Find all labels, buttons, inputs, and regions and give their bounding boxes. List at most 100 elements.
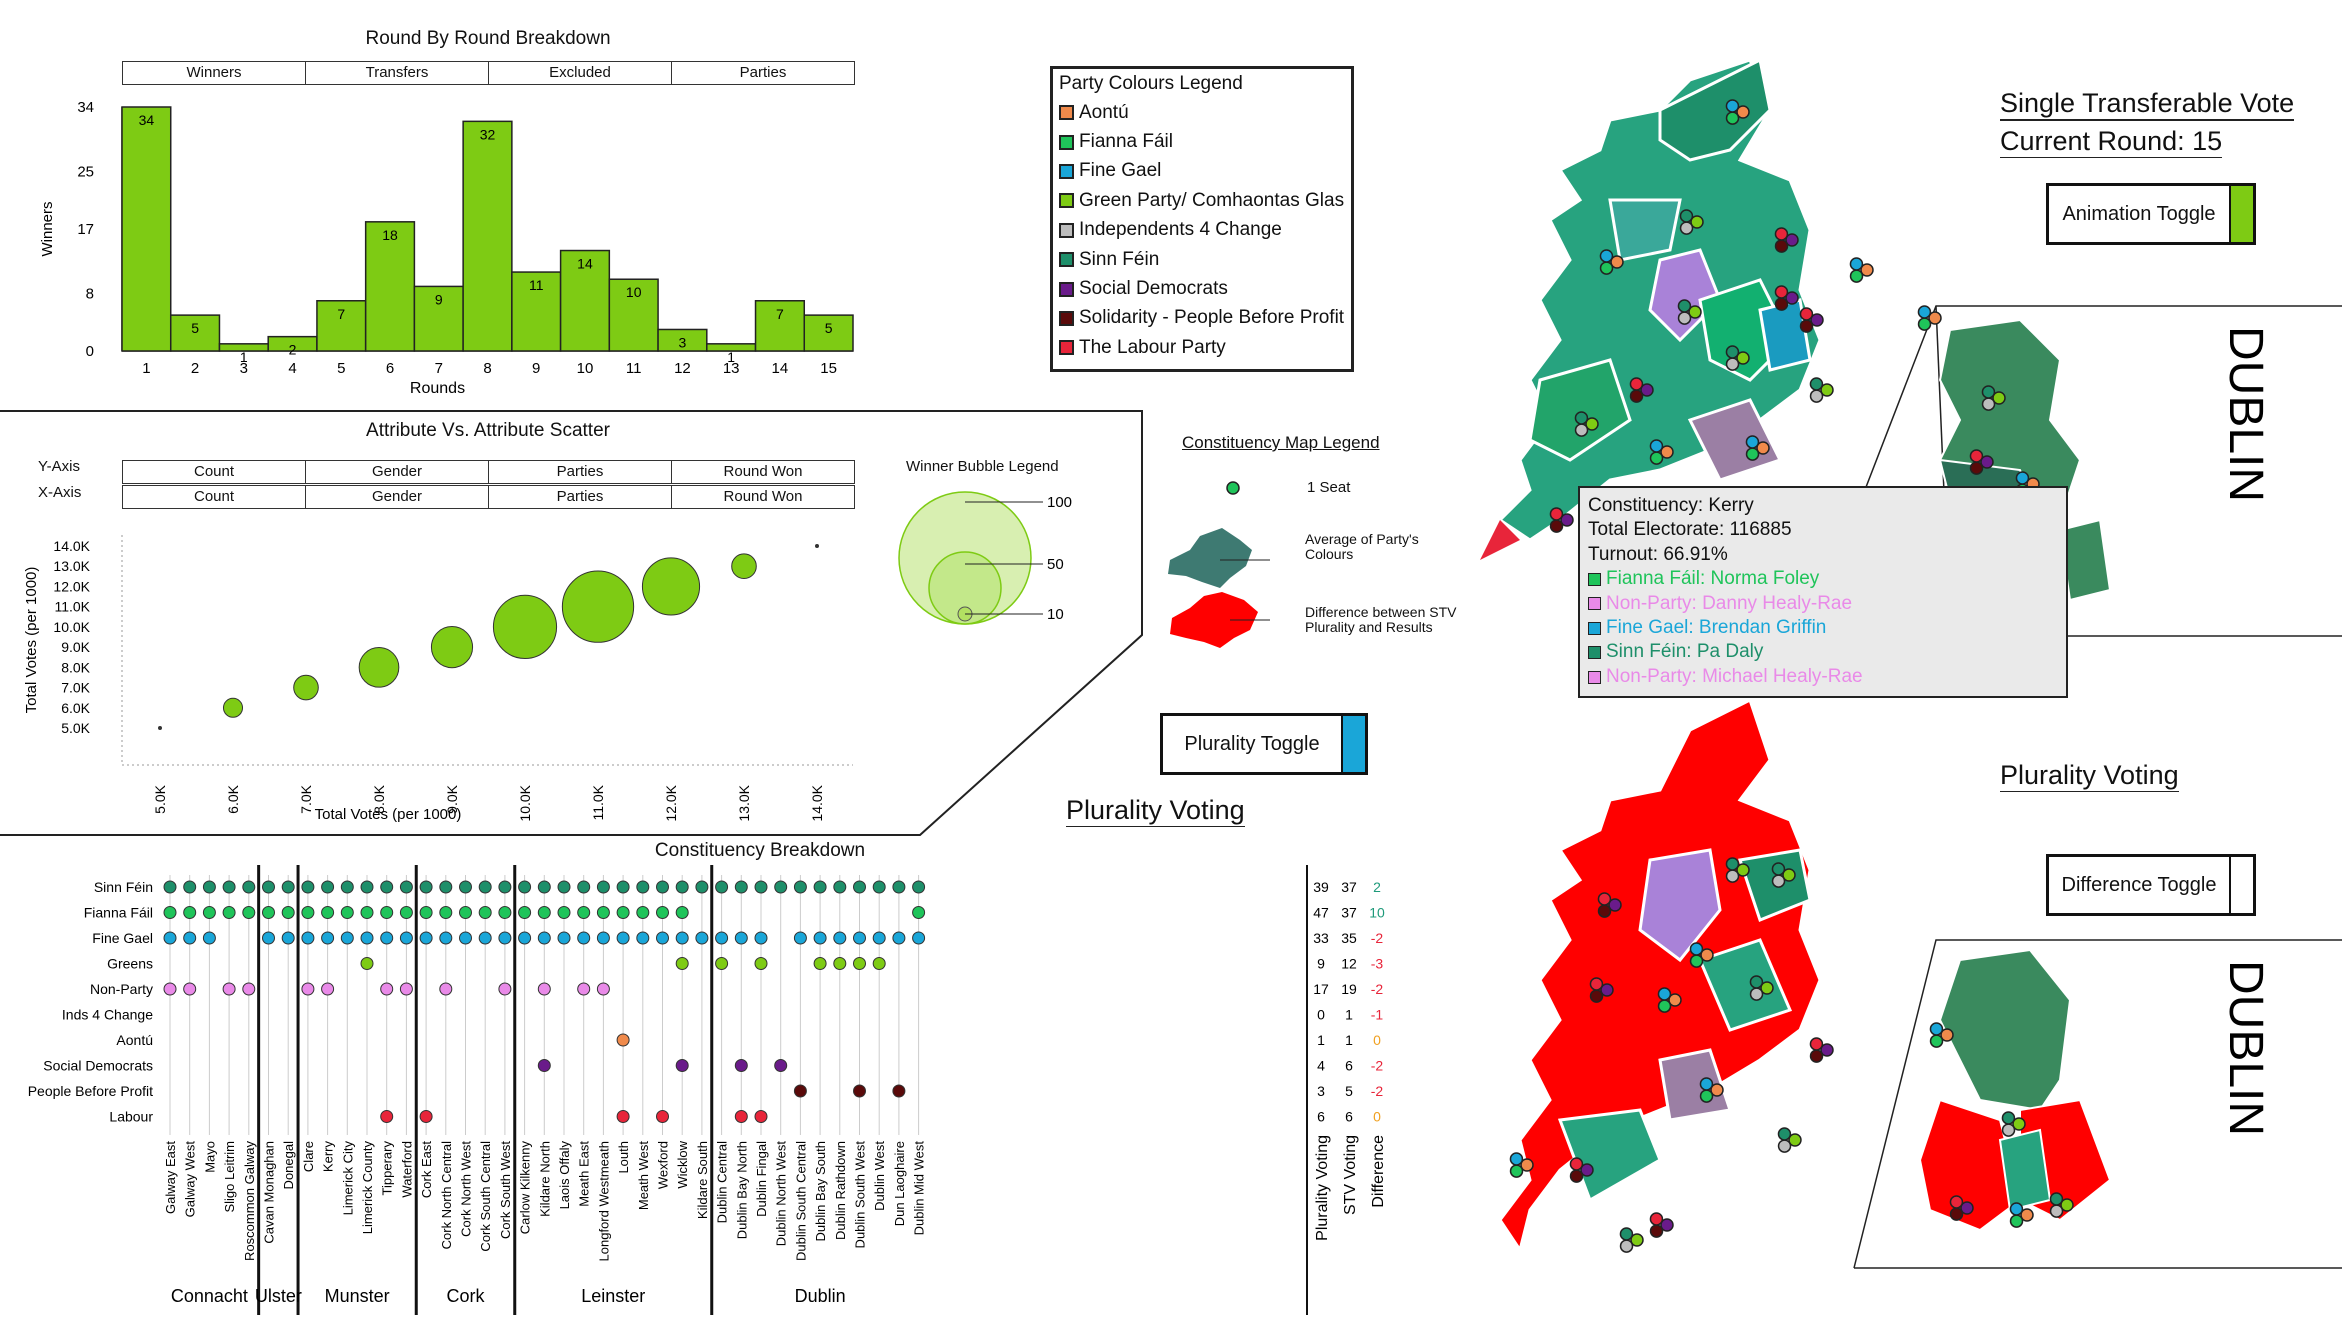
plurality-toggle-indicator (1341, 716, 1365, 772)
scatter-x-tick-label: 6.0K (225, 784, 241, 813)
seat-marker (1599, 249, 1614, 263)
plurality-toggle-label: Plurality Toggle (1184, 732, 1320, 755)
round-chart-title: Round By Round Breakdown (365, 28, 611, 49)
y-option-count[interactable]: Count (123, 461, 306, 483)
seat-dot (675, 1059, 689, 1072)
plurality-toggle[interactable]: Plurality Toggle (1160, 713, 1368, 775)
seat-dot (892, 931, 906, 945)
bar (803, 314, 854, 352)
x-option-gender[interactable]: Gender (306, 486, 489, 508)
bar-x-tick-label: 8 (483, 360, 491, 377)
plurality-dublin-inset-map[interactable] (1918, 948, 2112, 1232)
x-option-count[interactable]: Count (123, 486, 306, 508)
bar-data-label: 14 (577, 256, 593, 272)
party-legend-item: Independents 4 Change (1059, 216, 1345, 245)
bar-x-tick-label: 7 (435, 360, 443, 377)
seat-dot (419, 880, 433, 894)
seat-dot (419, 1110, 433, 1123)
plurality-ireland-map[interactable] (1498, 697, 1822, 1254)
constituency-label: Longford Westmeath (596, 1141, 611, 1261)
seat-dot (202, 906, 216, 919)
party-swatch (1059, 310, 1074, 326)
seat-dot (301, 982, 315, 996)
party-legend-label: The Labour Party (1079, 336, 1226, 358)
constituency-label: Louth (616, 1141, 631, 1174)
bar-data-label: 9 (435, 291, 443, 307)
seat-marker (1629, 377, 1644, 391)
tab-transfers[interactable]: Transfers (306, 62, 489, 84)
stv-count: 37 (1341, 879, 1357, 895)
seat-cluster (1699, 1077, 1724, 1103)
seat-dot (202, 880, 216, 894)
tooltip-candidate: Non-Party: Danny Healy-Rae (1588, 592, 2058, 616)
tab-parties[interactable]: Parties (739, 64, 787, 81)
seat-dot (459, 931, 472, 945)
seat-cluster (1809, 1037, 1834, 1063)
map-legend-average: Average of Party's Colours (1305, 531, 1419, 562)
seat-dot (656, 906, 669, 919)
seat-cluster (1574, 411, 1599, 437)
difference-toggle[interactable]: Difference Toggle (2046, 854, 2256, 916)
seat-marker (1600, 983, 1614, 997)
bar (462, 120, 513, 352)
stv-ireland-map[interactable] (1480, 57, 1822, 560)
seat-marker (1810, 313, 1824, 327)
seat-marker (1929, 1034, 1944, 1048)
difference-value: 10 (1369, 905, 1385, 921)
seat-marker (1960, 1201, 1974, 1215)
seat-cluster (1725, 345, 1750, 371)
stv-count: 19 (1341, 981, 1357, 997)
seat-marker (1549, 507, 1564, 521)
y-option-parties[interactable]: Parties (489, 461, 672, 483)
y-option-round-won[interactable]: Round Won (723, 463, 803, 480)
scatter-x-axis-title: Total Votes (per 1000) (315, 806, 462, 823)
constituency-label: Cork North West (459, 1141, 474, 1237)
seat-dot (715, 931, 729, 945)
seat-dot (872, 931, 886, 945)
seat-marker (2015, 471, 2030, 485)
dublin-label-top: DUBLIN (2219, 326, 2272, 502)
seat-marker (2001, 1123, 2016, 1137)
animation-toggle[interactable]: Animation Toggle (2046, 183, 2256, 245)
x-option-round-won[interactable]: Round Won (723, 488, 803, 505)
seat-dot (793, 880, 807, 894)
seat-marker (1699, 1077, 1714, 1091)
animation-toggle-indicator (2229, 186, 2253, 242)
x-option-parties[interactable]: Parties (489, 486, 672, 508)
party-legend-label: Aontú (1079, 101, 1129, 123)
seat-clusters (1509, 99, 2074, 1253)
seat-dot (459, 906, 472, 919)
seat-dot (321, 906, 335, 919)
difference-value: 0 (1373, 1109, 1381, 1125)
seat-marker (1736, 105, 1750, 119)
tooltip-constituency: Constituency: Kerry (1588, 495, 1754, 516)
candidate-label: Sinn Féin: Pa Daly (1606, 641, 1764, 663)
seat-dot (262, 931, 275, 945)
seat-dot (498, 931, 512, 945)
tab-excluded[interactable]: Excluded (489, 62, 672, 84)
seat-dot (399, 982, 413, 996)
bar-data-label: 11 (529, 277, 544, 293)
seat-cluster (1629, 377, 1654, 403)
y-option-gender[interactable]: Gender (306, 461, 489, 483)
seat-cluster (1599, 249, 1624, 275)
plurality-count: 3 (1317, 1083, 1325, 1099)
seat-dot (734, 880, 748, 894)
candidate-party-swatch (1588, 572, 1601, 586)
seat-marker (1785, 291, 1799, 305)
seat-dot (163, 880, 177, 894)
seat-dot (695, 931, 709, 945)
tab-winners[interactable]: Winners (123, 62, 306, 84)
seat-marker (1725, 345, 1740, 359)
seat-dot (754, 880, 768, 894)
scatter-panel-border (0, 410, 1143, 836)
difference-value: -2 (1371, 930, 1384, 946)
bar-x-axis-title: Rounds (410, 380, 465, 397)
seat-dot (557, 931, 571, 945)
seat-dot (537, 906, 551, 919)
seat-dot (439, 906, 453, 919)
seat-marker (1619, 1227, 1634, 1241)
constituency-label: Wicklow (675, 1140, 690, 1188)
party-swatch (1059, 134, 1074, 150)
bar-x-tick-label: 10 (577, 360, 594, 377)
